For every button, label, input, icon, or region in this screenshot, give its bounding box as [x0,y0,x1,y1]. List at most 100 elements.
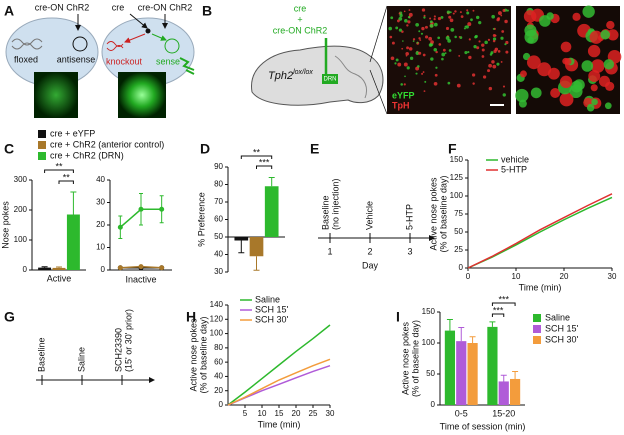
cell-dot [429,17,432,20]
cell-dot [401,47,404,50]
cell-dot [418,37,421,40]
cell-dot [408,47,413,51]
x-axis-label: Time of session (min) [440,421,526,431]
cell-dot [526,55,541,70]
cell-dot [418,30,421,33]
panel-b: B cre + cre-ON ChR2 DRN Tph2lox/lox eYFP… [202,3,622,115]
cell-dot [394,62,397,65]
cell-dot [500,36,504,40]
cell-dot [388,26,393,31]
cell-dot [407,15,411,19]
panel-label: F [448,141,457,157]
cell-dot [424,35,429,39]
cell-dot [390,56,395,61]
cell-dot [590,59,605,73]
legend-swatch [38,141,46,149]
y-tick-label: 80 [214,343,223,352]
x-tick-label: 20 [560,272,569,281]
legend-label: cre + eYFP [50,128,95,138]
cell-dot [484,40,488,45]
error-bar [268,177,275,187]
y-tick-label: 70 [214,197,223,206]
cell-dot [559,92,574,107]
cell-dot [600,29,611,40]
cell-dot [405,51,409,56]
cell-dot [415,22,419,27]
cell-dot [492,64,497,69]
error-bar [500,374,507,382]
panel-label: C [4,141,14,157]
cell-dot [452,12,455,15]
x-tick-label: 10 [258,409,267,418]
cell-dot [465,25,469,29]
cell-dot [403,10,406,13]
day-label: 2 [367,246,372,256]
cell-dot [559,75,573,89]
cell-dot [406,24,409,27]
cell-dot [400,83,403,86]
mouse-label: Tph2lox/lox [268,69,313,82]
cell-dot [449,18,454,23]
y-tick-label: 100 [422,338,436,347]
cell-dot [430,40,434,44]
cell-dot [441,57,444,61]
x-tick-label: 0 [466,272,471,281]
y-axis-label: (% of baseline day) [198,316,208,393]
cell-dot [456,83,461,88]
cell-dot [395,58,399,62]
x-tick-label: Active [47,273,72,283]
cell-dot [406,66,410,70]
cell-dot [405,54,408,57]
y-tick-label: 60 [214,357,223,366]
bar [234,237,249,241]
x-tick-label: 30 [326,409,335,418]
legend-label: cre + ChR2 (DRN) [50,150,124,160]
cell-dot [496,62,500,66]
cell-dot [478,21,482,25]
y-tick-label: 60 [214,215,223,224]
cell-dot [482,75,487,79]
cell-dot [564,57,572,66]
point [138,206,144,212]
cell-dot [475,15,480,20]
cell-dot [505,40,509,45]
cell-dot [389,35,393,39]
mouse-gene: Tph2 [268,70,293,82]
cell-dot [429,24,434,28]
y-tick-label: 100 [210,329,224,338]
cell-dot [500,14,503,17]
cell-dot [423,16,426,19]
cell-dot [420,32,424,35]
cell-dot [433,47,438,52]
cell-dot [437,36,441,40]
bar [264,186,279,237]
cell-dot [429,20,433,24]
zoom-line [369,5,388,63]
y-axis-label: Active nose pokes [428,177,438,251]
bar [487,326,498,405]
y-axis-label: Nose pokes [0,201,10,249]
cell-dot [466,11,470,15]
cell-dot [396,19,400,23]
x-tick-label: 0-5 [455,408,468,418]
day-label: 1 [327,246,332,256]
injection-label: cre-ON ChR2 [273,25,328,35]
cell-dot [587,44,601,58]
cell-dot [487,69,491,73]
significance-label: *** [259,157,270,167]
cell-dot [466,9,469,12]
cell-dot [490,51,494,55]
x-tick-label: 5 [243,409,248,418]
cell-dot [423,90,426,93]
injection-label: cre-ON ChR2 [138,2,193,12]
cell-dot [476,46,480,50]
legend-label: SCH 30' [255,314,289,324]
injection-label: + [297,14,302,24]
cell-dot [603,59,615,70]
cell-dot [433,15,436,18]
cell-dot [463,27,467,30]
cell-dot [422,53,426,57]
cell-dot [494,34,497,37]
y-axis-label: (% of baseline day) [438,175,448,252]
y-tick-label: 30 [214,267,223,276]
